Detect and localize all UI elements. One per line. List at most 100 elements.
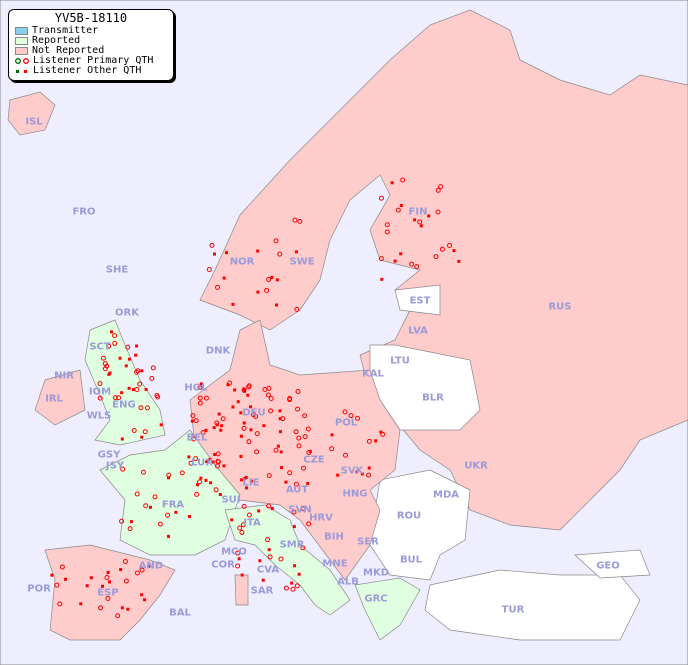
listener-marker [433,254,439,260]
listener-marker [330,433,334,437]
legend-transmitter: Transmitter [9,26,173,36]
square-marker-icon [15,67,32,75]
listener-marker [187,455,191,459]
listener-marker [112,333,118,339]
legend-label: Listener Other QTH [33,65,142,76]
listener-marker [57,601,63,607]
country-label-deu: DEU [242,407,266,419]
listener-marker [231,302,235,306]
listener-marker [219,428,223,432]
country-label-sct: SCT [89,341,111,353]
listener-marker [144,405,150,411]
country-label-lva: LVA [408,325,428,337]
listener-marker [174,510,178,514]
listener-marker [212,426,216,430]
listener-marker [134,353,138,357]
listener-marker [108,371,112,375]
listener-marker [106,343,112,349]
country-label-svn: SVN [288,504,312,516]
listener-marker [342,452,348,458]
listener-marker [157,521,163,527]
listener-marker [293,564,297,568]
listener-marker [239,454,243,458]
listener-marker [246,512,252,518]
listener-marker [197,395,203,401]
listener-marker [302,413,308,419]
country-label-fra: FRA [161,499,185,511]
listener-marker [240,522,246,528]
land-iberia [44,544,176,641]
land-isl [7,91,56,136]
listener-marker [242,421,246,425]
listener-marker [217,412,221,416]
listener-marker [378,195,384,201]
listener-marker [355,470,359,474]
listener-marker [292,217,298,223]
listener-marker [152,494,158,500]
listener-marker [374,439,378,443]
country-label-mda: MDA [433,489,459,501]
legend-not-reported: Not Reported [9,46,173,56]
listener-marker [197,400,203,406]
country-label-blr: BLR [422,392,444,404]
listener-marker [233,388,237,392]
circle-marker-icon [15,57,32,65]
listener-marker [235,550,241,556]
land-grc [354,577,421,641]
listener-marker [98,605,104,611]
listener-marker [287,397,293,403]
listener-marker [262,386,268,392]
listener-marker [294,250,298,254]
country-label-cze: CZE [303,454,325,466]
listener-marker [242,389,246,393]
listener-marker [268,396,274,402]
listener-marker [224,251,228,255]
listener-marker [239,529,245,535]
listener-marker [273,447,279,453]
land-tur [424,569,641,641]
legend-primary-qth: Listener Primary QTH [9,56,173,66]
listener-marker [284,480,288,484]
country-label-por: POR [27,583,51,595]
legend-label: Transmitter [32,25,99,36]
listener-marker [143,503,149,509]
listener-marker [115,613,121,619]
listener-marker [278,409,282,413]
listener-marker [140,593,144,597]
listener-marker [235,563,241,569]
country-label-est: EST [409,295,431,307]
listener-marker [135,368,141,374]
listener-marker [112,340,118,346]
country-label-eng: ENG [112,399,136,411]
legend-label: Listener Primary QTH [33,55,154,66]
country-label-hrv: HRV [309,512,333,524]
listener-marker [254,449,260,455]
listener-marker [205,460,209,464]
listener-marker [149,376,155,382]
listener-marker [267,554,273,560]
listener-marker [120,466,126,472]
listener-marker [380,431,386,437]
listener-marker [204,478,208,482]
listener-marker [294,583,300,589]
listener-marker [215,458,221,464]
listener-marker [393,259,397,263]
listener-marker [266,503,272,509]
listener-marker [129,520,133,524]
listener-marker [131,388,135,392]
reported-swatch [15,37,28,45]
listener-marker [297,572,301,576]
listener-marker [306,481,310,485]
listener-marker [237,525,243,531]
listener-marker [240,573,244,577]
listener-marker [399,204,403,208]
listener-marker [206,266,212,272]
listener-marker [366,472,372,478]
listener-marker [329,446,335,452]
listener-marker [384,222,390,228]
country-label-alb: ALB [337,576,359,588]
country-label-svk: SVK [340,465,364,477]
legend: YV5B-18110 Transmitter Reported Not Repo… [8,9,174,81]
listener-marker [236,400,240,404]
